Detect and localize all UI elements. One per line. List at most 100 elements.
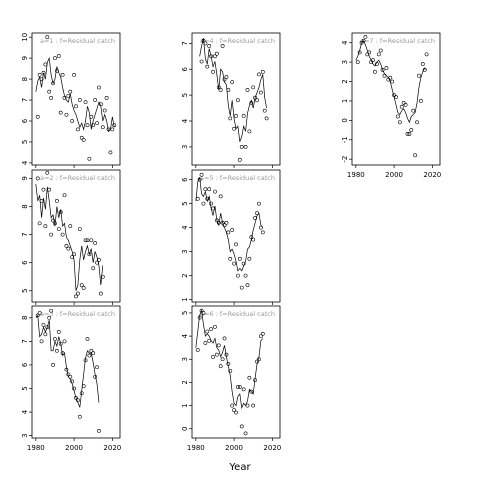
y-tick-label: -2 <box>341 156 349 163</box>
data-point <box>384 66 389 70</box>
x-tick-label: 2000 <box>225 444 243 452</box>
data-point <box>64 367 69 372</box>
y-tick-label: 7 <box>21 339 29 343</box>
data-point <box>39 198 44 203</box>
data-point <box>58 341 63 346</box>
data-point <box>230 228 235 232</box>
data-point <box>70 255 75 259</box>
data-point <box>104 96 109 100</box>
data-point <box>228 256 233 261</box>
data-point <box>216 343 221 348</box>
data-point <box>216 85 221 90</box>
data-point <box>41 187 46 192</box>
data-point <box>112 123 117 128</box>
data-point <box>415 120 419 125</box>
panel-title: a=3 : f=Residual catch <box>40 310 115 318</box>
data-point <box>77 98 82 102</box>
data-point <box>51 81 55 86</box>
data-point <box>62 96 67 100</box>
data-point <box>220 220 225 225</box>
data-point <box>207 338 212 343</box>
data-point <box>72 386 76 391</box>
data-point <box>228 116 233 121</box>
data-point <box>56 54 61 58</box>
data-point <box>407 132 412 136</box>
data-point <box>53 56 57 61</box>
data-point <box>260 69 265 74</box>
data-point <box>81 137 86 142</box>
data-point <box>226 88 231 92</box>
data-point <box>203 341 208 345</box>
data-point <box>60 73 65 77</box>
data-point <box>207 187 212 192</box>
data-point <box>41 322 46 327</box>
x-tick-label: 1980 <box>347 171 365 179</box>
data-point <box>241 113 246 118</box>
y-tick-label: 2 <box>181 273 189 277</box>
data-point <box>205 329 210 334</box>
x-tick-label: 2020 <box>103 444 121 452</box>
data-point <box>409 128 414 132</box>
x-tick-label: 1980 <box>27 444 45 452</box>
data-point <box>243 273 248 278</box>
data-point <box>413 153 418 158</box>
data-point <box>232 126 236 131</box>
data-point <box>51 363 55 367</box>
data-point <box>243 144 248 149</box>
data-point <box>234 410 238 415</box>
data-point <box>213 189 217 194</box>
data-point <box>85 123 90 128</box>
y-tick-label: 8 <box>21 316 29 320</box>
data-point <box>211 355 215 359</box>
data-point <box>260 331 265 336</box>
data-point <box>60 351 65 356</box>
panel-1: a=1 : f=Residual catch 4 5 6 7 8 9 10 <box>21 32 121 168</box>
data-point <box>49 308 54 313</box>
y-tick-label: 5 <box>21 140 29 144</box>
data-point <box>56 330 61 334</box>
data-point <box>232 261 236 266</box>
data-point <box>199 59 204 64</box>
data-point <box>77 227 82 231</box>
panel-frame <box>31 32 121 166</box>
data-point <box>91 351 96 356</box>
data-point <box>386 77 391 82</box>
data-point <box>98 102 103 107</box>
panel-frame <box>31 305 121 439</box>
data-point <box>374 62 379 66</box>
panel-frame <box>31 169 121 303</box>
data-point <box>87 156 92 161</box>
data-point <box>201 38 206 43</box>
fitted-line <box>195 309 264 410</box>
data-point <box>68 89 73 94</box>
data-point <box>251 237 256 242</box>
data-point <box>93 241 98 245</box>
data-point <box>220 357 225 362</box>
data-point <box>79 283 84 288</box>
y-tick-label: 4 <box>181 118 189 123</box>
data-point <box>424 52 429 57</box>
data-point <box>251 85 256 90</box>
data-point <box>93 98 98 102</box>
data-point <box>214 352 219 357</box>
data-point <box>222 336 227 341</box>
data-point <box>357 50 362 55</box>
y-tick-label: 6 <box>21 118 29 123</box>
data-point <box>51 218 55 223</box>
data-point <box>195 196 200 201</box>
data-point <box>76 291 80 296</box>
panel-title: a=5 : f=Residual catch <box>200 174 275 182</box>
data-point <box>81 286 86 290</box>
y-tick-label: 8 <box>21 77 29 81</box>
data-point <box>89 348 94 353</box>
data-point <box>58 110 63 115</box>
data-point <box>218 194 223 199</box>
data-point <box>66 372 71 377</box>
x-axis-label: Year <box>228 462 251 473</box>
y-tick-label: 3 <box>181 145 189 149</box>
panel-frame <box>191 169 281 303</box>
data-point <box>66 93 71 98</box>
y-tick-label: 10 <box>21 33 29 42</box>
y-tick-label: 6 <box>181 177 189 182</box>
